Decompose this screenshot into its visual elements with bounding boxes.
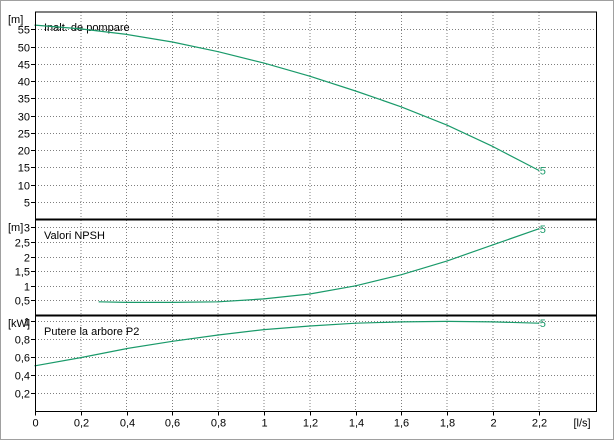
y-tick-label: 1 (24, 282, 30, 294)
y-tick-label: 35 (18, 94, 30, 106)
curve-point (538, 169, 540, 171)
y-tick-label: 30 (18, 112, 30, 124)
y-tick-label: 0,6 (15, 353, 30, 365)
x-tick-label: 1,8 (440, 418, 455, 430)
y-tick-label: 2,5 (15, 238, 30, 250)
curve-point (217, 334, 219, 336)
y-tick-label: 50 (18, 43, 30, 55)
y-tick-label: 20 (18, 146, 30, 158)
curve-point (171, 340, 173, 342)
panel-background (35, 220, 596, 315)
curve-point (446, 260, 448, 262)
y-tick-label: 10 (18, 181, 30, 193)
curve-end-label: 5 (540, 318, 546, 330)
y-tick-label: 0,5 (15, 296, 30, 308)
y-tick-label: 2 (24, 253, 30, 265)
curve-point (354, 285, 357, 287)
y-tick-label: 3 (24, 223, 30, 235)
curve-point (446, 124, 448, 126)
y-unit-label: [kW] (8, 318, 30, 330)
curve-point (400, 274, 402, 276)
panel-title: Inalt. de pompare (44, 22, 130, 34)
y-tick-label: 0,8 (15, 335, 30, 347)
curve-point (171, 41, 173, 43)
panel-3: 0,2 0,4 0,6 0,8 1[kW] Putere la arbore P2 5 (8, 316, 597, 411)
curve-point (538, 228, 540, 230)
curve-point (492, 321, 494, 323)
y-unit-label: [m] (8, 14, 23, 26)
y-tick-label: 45 (18, 60, 30, 72)
x-tick-label: 2,2 (532, 418, 547, 430)
panel-2: 0,5 1 1,5 2 2,5 3[m] Valori NPSH 5 (8, 220, 597, 315)
y-tick-label: 40 (18, 77, 30, 89)
curve-end-label: 5 (540, 224, 546, 236)
curve-point (538, 322, 540, 324)
curve-point (309, 75, 311, 77)
curve-point (263, 298, 265, 300)
panel-title: Putere la arbore P2 (44, 326, 139, 338)
y-tick-label: 25 (18, 129, 30, 141)
y-tick-label: 1,5 (15, 267, 30, 279)
curve-end-label: 5 (540, 165, 546, 177)
curve-point (354, 322, 357, 324)
panel-background (35, 316, 596, 411)
curve-point (354, 90, 357, 92)
curve-point (125, 347, 128, 350)
x-tick-label: 0,4 (120, 418, 135, 430)
y-tick-label: 15 (18, 163, 30, 175)
curve-point (400, 321, 402, 323)
panel-background (35, 12, 596, 219)
y-tick-label: 1 (24, 317, 30, 329)
curve-point (400, 106, 402, 108)
curve-point (98, 301, 100, 303)
y-tick-label: 0,2 (15, 389, 30, 401)
curve-point (80, 357, 82, 359)
curve-point (171, 301, 173, 304)
y-tick-label: 5 (24, 198, 30, 210)
curve-point (446, 320, 448, 323)
curve-point (492, 244, 494, 246)
x-tick-label: 1,2 (303, 418, 318, 430)
x-tick-label: 2 (490, 418, 496, 430)
curve-point (309, 293, 311, 295)
x-tick-label: 1 (261, 418, 267, 430)
curve-point (309, 325, 311, 327)
y-unit-label: [m] (8, 222, 23, 234)
x-tick-label: 1,4 (349, 418, 364, 430)
curve-point (263, 328, 265, 331)
curve-line (34, 24, 540, 171)
x-tick-label: 0,8 (211, 418, 226, 430)
x-tick-label: 1,6 (394, 418, 409, 430)
curve-line (34, 320, 539, 367)
curve-point (217, 51, 219, 53)
y-tick-label: 0,4 (15, 371, 30, 383)
y-tick-label: 55 (18, 25, 30, 37)
panel-title: Valori NPSH (44, 230, 105, 242)
x-tick-label: 0,2 (74, 418, 89, 430)
x-tick-label: 0,6 (165, 418, 180, 430)
curve-point (125, 33, 128, 36)
curve-point (217, 301, 219, 303)
curve-point (263, 62, 265, 64)
x-tick-label: 0 (32, 418, 38, 430)
curve-point (80, 28, 82, 30)
panel-1: 5 10 15 20 25 30 35 40 45 50 55[m] Inalt. de pompar… (8, 12, 597, 219)
curve-point (125, 301, 128, 304)
x-unit-label: [l/s] (573, 418, 590, 430)
curve-point (492, 145, 494, 148)
